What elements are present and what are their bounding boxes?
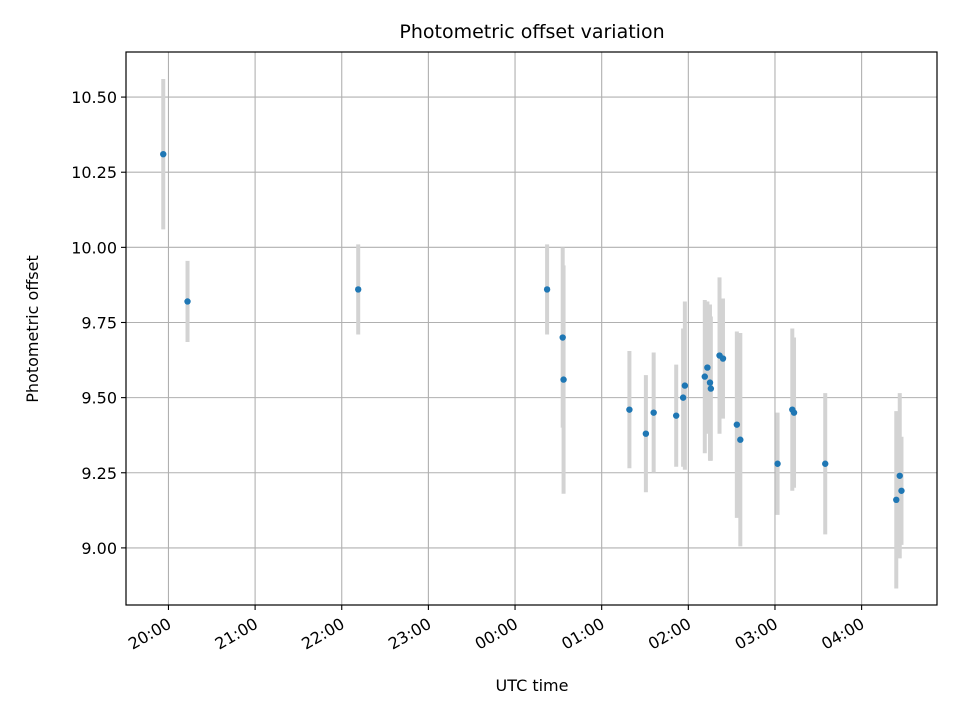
data-point [642,430,650,437]
data-point [701,373,708,380]
y-axis-title: Photometric offset [23,255,42,403]
data-point [626,406,633,413]
y-tick-label: 9.00 [81,539,117,558]
data-point [543,286,551,293]
y-tick-label: 10.00 [71,238,117,257]
data-point [706,379,714,386]
data-point [790,409,798,416]
data-point [707,385,715,392]
data-point [896,472,903,479]
y-tick-label: 9.50 [81,389,117,408]
data-point [774,460,781,467]
data-point [184,298,191,305]
data-point [160,150,167,158]
y-axis-ticks: 9.00 9.25 9.50 9.75 10.00 10.25 10.50 [71,88,126,558]
plot-area-frame [125,51,938,606]
data-point [893,496,900,504]
data-point [737,436,744,443]
x-axis-title: UTC time [496,676,569,695]
chart-title: Photometric offset variation [399,21,664,43]
data-point [898,487,905,494]
data-point [679,394,687,401]
data-points [160,150,905,504]
data-point [560,376,567,383]
data-point [704,364,711,371]
data-point [559,334,566,341]
data-point [650,409,657,416]
data-point [681,382,689,389]
data-point [822,460,829,467]
data-point [719,355,727,362]
data-point [355,286,362,293]
data-point [733,421,741,428]
y-tick-label: 9.25 [81,464,117,483]
y-tick-label: 10.25 [71,163,117,182]
grid [126,52,937,605]
y-tick-label: 10.50 [71,88,117,107]
y-tick-label: 9.75 [81,313,117,332]
data-point [672,412,680,419]
